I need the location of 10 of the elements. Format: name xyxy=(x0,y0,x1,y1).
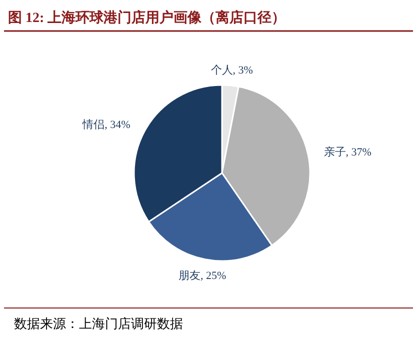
data-label: , 37% xyxy=(346,146,372,159)
source-note: 数据来源：上海门店调研数据 xyxy=(14,316,183,331)
slice-label: 个人 xyxy=(210,64,233,76)
data-label: , 34% xyxy=(104,118,130,131)
data-label: , 3% xyxy=(232,64,253,76)
data-label: , 25% xyxy=(200,270,226,282)
slice-label: 朋友 xyxy=(178,270,200,282)
slice-label: 情侣 xyxy=(82,118,105,131)
chart-title: 图 12: 上海环球港门店用户画像（离店口径） xyxy=(8,9,286,26)
slice-label: 亲子 xyxy=(324,146,346,159)
